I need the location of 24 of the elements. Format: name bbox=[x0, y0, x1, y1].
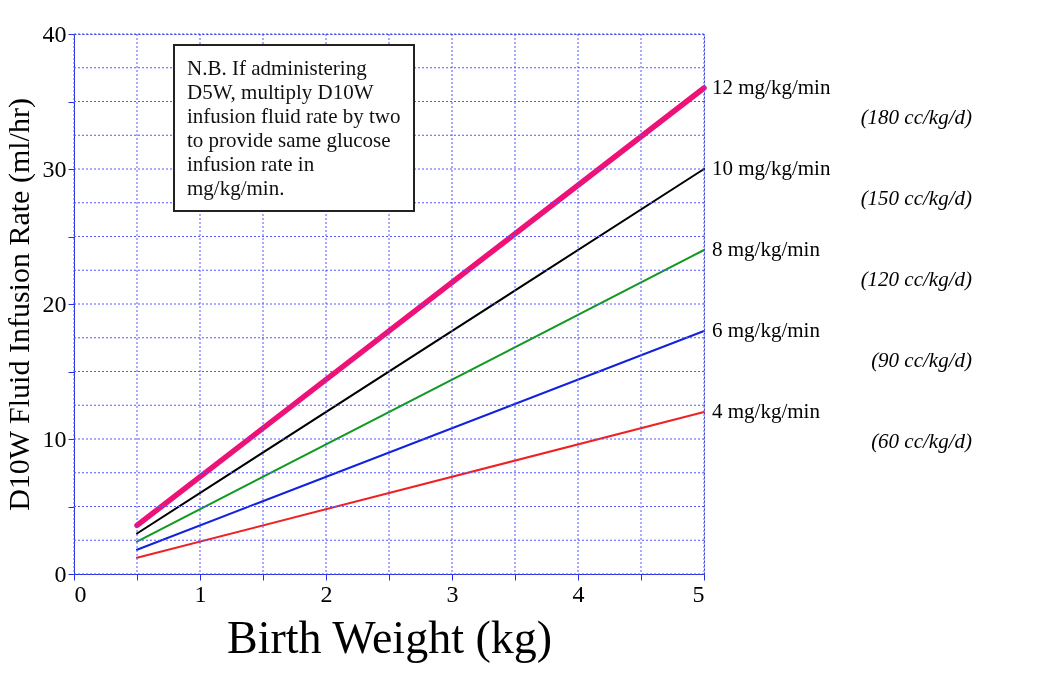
y-tick-label: 10 bbox=[42, 425, 67, 452]
y-tick-label: 30 bbox=[42, 155, 67, 182]
text: (90 cc/kg/d) bbox=[871, 348, 972, 372]
series-label: 4 mg/kg/min bbox=[712, 399, 821, 423]
x-axis-title: Birth Weight (kg) bbox=[226, 611, 553, 663]
x-tick-label: 5 bbox=[692, 580, 705, 607]
text: (150 cc/kg/d) bbox=[860, 186, 972, 210]
x-tick-label: 1 bbox=[194, 580, 207, 607]
y-tick-label: 20 bbox=[42, 290, 67, 317]
series-label: 8 mg/kg/min bbox=[712, 237, 821, 261]
series-label: 12 mg/kg/min bbox=[712, 75, 831, 99]
series-label: 10 mg/kg/min bbox=[712, 156, 831, 180]
y-axis-title: D10W Fluid Infusion Rate (ml/hr) bbox=[1, 98, 36, 511]
x-tick-label: 3 bbox=[446, 580, 459, 607]
y-tick-label: 0 bbox=[54, 560, 67, 587]
x-tick-label: 4 bbox=[572, 580, 585, 607]
y-tick-label: 40 bbox=[42, 20, 67, 47]
annotation: N.B. If administering D5W, multiply D10W infusion fluid rate by two to provide same glucose infusion rate in mg/kg/min. bbox=[173, 44, 415, 212]
text: (120 cc/kg/d) bbox=[860, 267, 972, 291]
text: (180 cc/kg/d) bbox=[860, 105, 972, 129]
series-label: 6 mg/kg/min bbox=[712, 318, 821, 342]
x-tick-label: 0 bbox=[74, 580, 87, 607]
x-tick-label: 2 bbox=[320, 580, 333, 607]
text: (60 cc/kg/d) bbox=[871, 429, 972, 453]
